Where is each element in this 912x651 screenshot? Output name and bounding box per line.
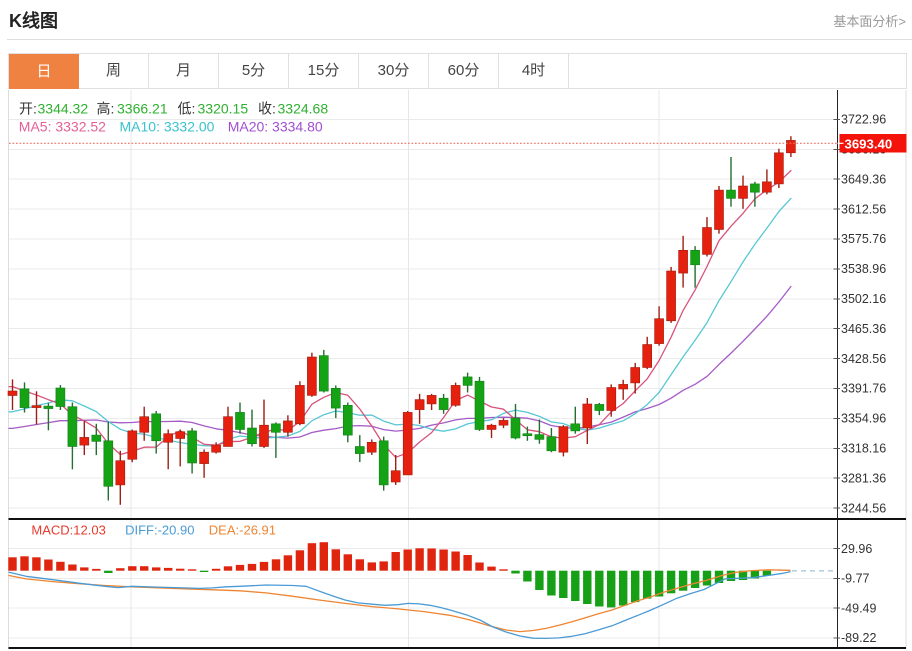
svg-text:3465.36: 3465.36 [841,322,886,336]
svg-text:3354.96: 3354.96 [841,412,886,426]
svg-text:MA5: 3332.52: MA5: 3332.52 [19,119,106,135]
svg-text:收:: 收: [258,101,276,117]
svg-text:3722.96: 3722.96 [841,113,886,127]
svg-text:3320.15: 3320.15 [198,101,249,117]
svg-text:开:: 开: [19,101,37,117]
svg-text:3244.56: 3244.56 [841,501,886,515]
svg-text:3324.68: 3324.68 [278,101,329,117]
svg-text:DIFF:-20.90: DIFF:-20.90 [125,523,194,538]
svg-text:29.96: 29.96 [841,542,872,556]
svg-text:3612.56: 3612.56 [841,202,886,216]
svg-text:-9.77: -9.77 [841,572,870,586]
svg-text:3366.21: 3366.21 [117,101,168,117]
svg-text:3428.56: 3428.56 [841,352,886,366]
svg-text:MA20: 3334.80: MA20: 3334.80 [228,119,323,135]
svg-text:高:: 高: [97,101,115,117]
svg-text:3318.16: 3318.16 [841,442,886,456]
svg-text:3502.16: 3502.16 [841,292,886,306]
svg-text:3649.36: 3649.36 [841,172,886,186]
svg-text:3281.36: 3281.36 [841,471,886,485]
svg-text:MA10: 3332.00: MA10: 3332.00 [120,119,215,135]
svg-text:MACD:12.03: MACD:12.03 [31,523,105,538]
svg-text:低:: 低: [178,101,196,117]
svg-text:3391.76: 3391.76 [841,382,886,396]
svg-text:-49.49: -49.49 [841,601,876,615]
svg-text:-89.22: -89.22 [841,631,876,645]
svg-text:DEA:-26.91: DEA:-26.91 [209,523,276,538]
svg-text:3575.76: 3575.76 [841,232,886,246]
svg-text:3344.32: 3344.32 [38,101,89,117]
svg-text:3538.96: 3538.96 [841,262,886,276]
svg-text:3693.40: 3693.40 [845,137,893,152]
